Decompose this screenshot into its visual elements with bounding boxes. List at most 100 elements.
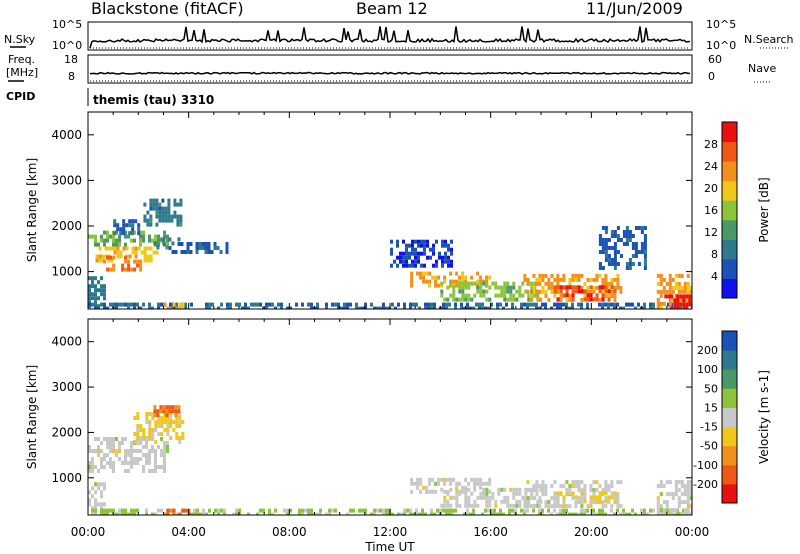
velocity-cell [659, 508, 663, 513]
velocity-cell [659, 512, 663, 515]
power-cell [414, 251, 417, 256]
power-cell [586, 297, 590, 302]
velocity-cell [434, 481, 438, 486]
power-cell [664, 294, 668, 299]
power-cell [427, 306, 430, 309]
power-cell [440, 293, 444, 298]
power-cell [396, 239, 399, 244]
velocity-cell [178, 436, 182, 440]
power-cell [541, 289, 545, 294]
velocity-cell [680, 500, 684, 505]
power-cell [179, 202, 183, 207]
power-cell [667, 294, 671, 299]
velocity-cell [616, 496, 620, 501]
power-cell [115, 302, 118, 307]
power-cell [238, 302, 241, 307]
velocity-cell [109, 437, 112, 441]
power-cell [94, 302, 97, 307]
power-cell [155, 222, 159, 227]
power-cell [649, 306, 652, 309]
velocity-cell [506, 495, 510, 500]
power-cell [143, 218, 147, 223]
power-cell [461, 289, 465, 294]
power-cell [119, 254, 123, 259]
velocity-cell [580, 504, 584, 509]
power-cell [640, 242, 644, 246]
ytick-label: 2000 [51, 425, 82, 439]
velocity-cell [523, 508, 526, 513]
velocity-cell [307, 512, 310, 515]
power-cell [550, 285, 554, 290]
date-title: 11/Jun/2009 [586, 0, 683, 18]
velocity-cell [148, 469, 151, 473]
velocity-cell [577, 488, 581, 493]
velocity-cell [112, 469, 115, 473]
velocity-cell [464, 503, 468, 508]
velocity-cell [484, 508, 487, 513]
power-cell [131, 219, 135, 224]
velocity-cell [94, 498, 97, 503]
power-cell [643, 250, 647, 254]
velocity-cell [592, 491, 596, 496]
velocity-cell [532, 488, 536, 493]
power-cell [667, 302, 670, 307]
velocity-cell [592, 480, 596, 485]
power-cell [173, 198, 177, 203]
velocity-cell [439, 508, 442, 513]
velocity-cell [613, 491, 617, 496]
velocity-cell [610, 504, 614, 509]
power-cell [601, 281, 605, 286]
power-cell [601, 302, 604, 307]
velocity-cell [502, 512, 505, 515]
velocity-cell [571, 491, 575, 496]
power-cell [408, 243, 411, 248]
velocity-cell [416, 477, 420, 482]
velocity-cell [166, 428, 170, 432]
velocity-cell [196, 508, 199, 513]
power-cell [500, 289, 504, 294]
velocity-cell [148, 449, 151, 453]
velocity-cell [680, 492, 684, 497]
power-cell [610, 289, 614, 294]
velocity-cell [168, 409, 172, 414]
colorbar-tick-label: 28 [704, 138, 718, 151]
power-cell [420, 243, 423, 248]
power-cell [410, 283, 414, 288]
power-cell [411, 243, 414, 248]
velocity-cell [526, 504, 530, 509]
velocity-cell [88, 498, 91, 503]
velocity-cell [619, 480, 623, 485]
velocity-cell [586, 504, 590, 509]
velocity-cell [494, 503, 498, 508]
power-cell [444, 255, 447, 260]
power-cell [604, 242, 608, 246]
power-cell [167, 218, 171, 223]
velocity-cell [421, 512, 424, 515]
velocity-cell [488, 495, 492, 500]
velocity-cell [286, 508, 289, 513]
velocity-cell [298, 508, 301, 513]
freq-left-top-tick: 18 [64, 53, 78, 66]
power-cell [607, 302, 610, 307]
velocity-cell [689, 512, 692, 515]
power-cell [656, 281, 660, 286]
power-cell [100, 284, 103, 289]
power-cell [458, 297, 462, 302]
power-cell [142, 302, 145, 307]
velocity-cell [604, 488, 608, 493]
power-cell [122, 246, 126, 251]
power-cell [113, 246, 117, 251]
power-cell [155, 210, 159, 215]
power-cell [98, 246, 102, 251]
velocity-cell [689, 504, 692, 509]
velocity-heatmap [88, 405, 692, 515]
power-cell [171, 241, 175, 246]
velocity-cell [485, 487, 489, 492]
power-cell [604, 302, 607, 307]
velocity-cell [133, 432, 137, 436]
power-cell [178, 302, 182, 307]
velocity-cell [178, 412, 182, 416]
power-cell [535, 289, 539, 294]
velocity-cell [97, 482, 100, 487]
velocity-cell [202, 508, 205, 513]
